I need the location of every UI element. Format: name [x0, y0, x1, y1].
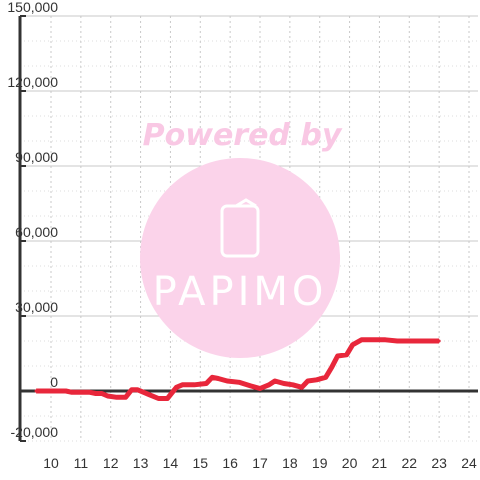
y-tick-label: 90,000 [15, 149, 58, 165]
data-point [124, 395, 128, 399]
x-tick-label: 16 [222, 455, 238, 471]
x-tick-label: 17 [252, 455, 268, 471]
data-point [115, 395, 119, 399]
data-point [94, 392, 98, 395]
data-point [437, 339, 441, 343]
data-point [156, 397, 160, 400]
data-point [249, 384, 253, 388]
data-point [330, 365, 334, 369]
data-point [383, 338, 387, 342]
data-point [360, 338, 364, 342]
y-tick-label: 120,000 [7, 74, 58, 90]
y-tick-label: -20,000 [11, 424, 59, 440]
data-point [273, 379, 277, 383]
data-point [324, 375, 328, 379]
data-point [165, 397, 169, 400]
data-point [300, 385, 304, 389]
data-point [136, 388, 140, 392]
y-tick-label: 150,000 [7, 0, 58, 15]
x-tick-label: 10 [43, 455, 59, 471]
data-point [216, 377, 220, 380]
data-point [210, 375, 214, 379]
data-point [345, 353, 349, 357]
data-point [267, 383, 271, 387]
data-point [192, 383, 196, 387]
x-tick-label: 20 [342, 455, 358, 471]
x-tick-label: 11 [74, 455, 89, 471]
data-point [336, 354, 340, 358]
data-point [315, 378, 319, 382]
y-tick-label: 30,000 [15, 299, 58, 315]
data-point [142, 390, 146, 394]
grid [20, 15, 478, 442]
x-tick-label: 15 [192, 455, 208, 471]
data-point [70, 390, 74, 394]
x-tick-label: 14 [163, 455, 179, 471]
data-point [282, 382, 286, 385]
x-tick-label: 22 [401, 455, 417, 471]
watermark-caption: Powered by [143, 118, 343, 153]
data-point [174, 385, 178, 389]
data-point [100, 392, 104, 395]
data-point [258, 387, 262, 390]
watermark-logo-text: PAPIMO [153, 269, 328, 315]
y-tick-label: 0 [50, 374, 58, 390]
data-point [395, 339, 399, 343]
data-point [79, 390, 83, 394]
x-tick-label: 21 [372, 455, 388, 471]
data-point [351, 343, 355, 347]
data-point [413, 339, 417, 343]
data-point [368, 338, 372, 342]
data-point [291, 383, 295, 387]
x-tick-label: 24 [461, 455, 477, 471]
data-point [148, 393, 152, 397]
x-tick-label: 19 [312, 455, 328, 471]
y-tick-label: 60,000 [15, 224, 58, 240]
phone-icon [220, 198, 260, 258]
x-tick-label: 23 [431, 455, 447, 471]
data-point [106, 394, 110, 398]
data-point [88, 390, 92, 394]
x-tick-label: 13 [133, 455, 149, 471]
data-point [49, 389, 53, 393]
data-point [204, 382, 208, 385]
watermark: Powered by PAPIMO [140, 118, 343, 358]
data-point [64, 389, 68, 393]
series [34, 337, 441, 401]
data-point [180, 383, 184, 387]
data-point [306, 379, 310, 383]
watermark-circle [140, 158, 340, 358]
x-tick-label: 12 [103, 455, 119, 471]
data-point [130, 388, 134, 392]
data-point [34, 389, 38, 393]
x-tick-label: 18 [282, 455, 298, 471]
tick-labels: -20,000 0 30,000 60,000 90,000 120,000 150,000… [7, 0, 477, 471]
data-point [237, 380, 241, 384]
data-point [225, 379, 229, 383]
